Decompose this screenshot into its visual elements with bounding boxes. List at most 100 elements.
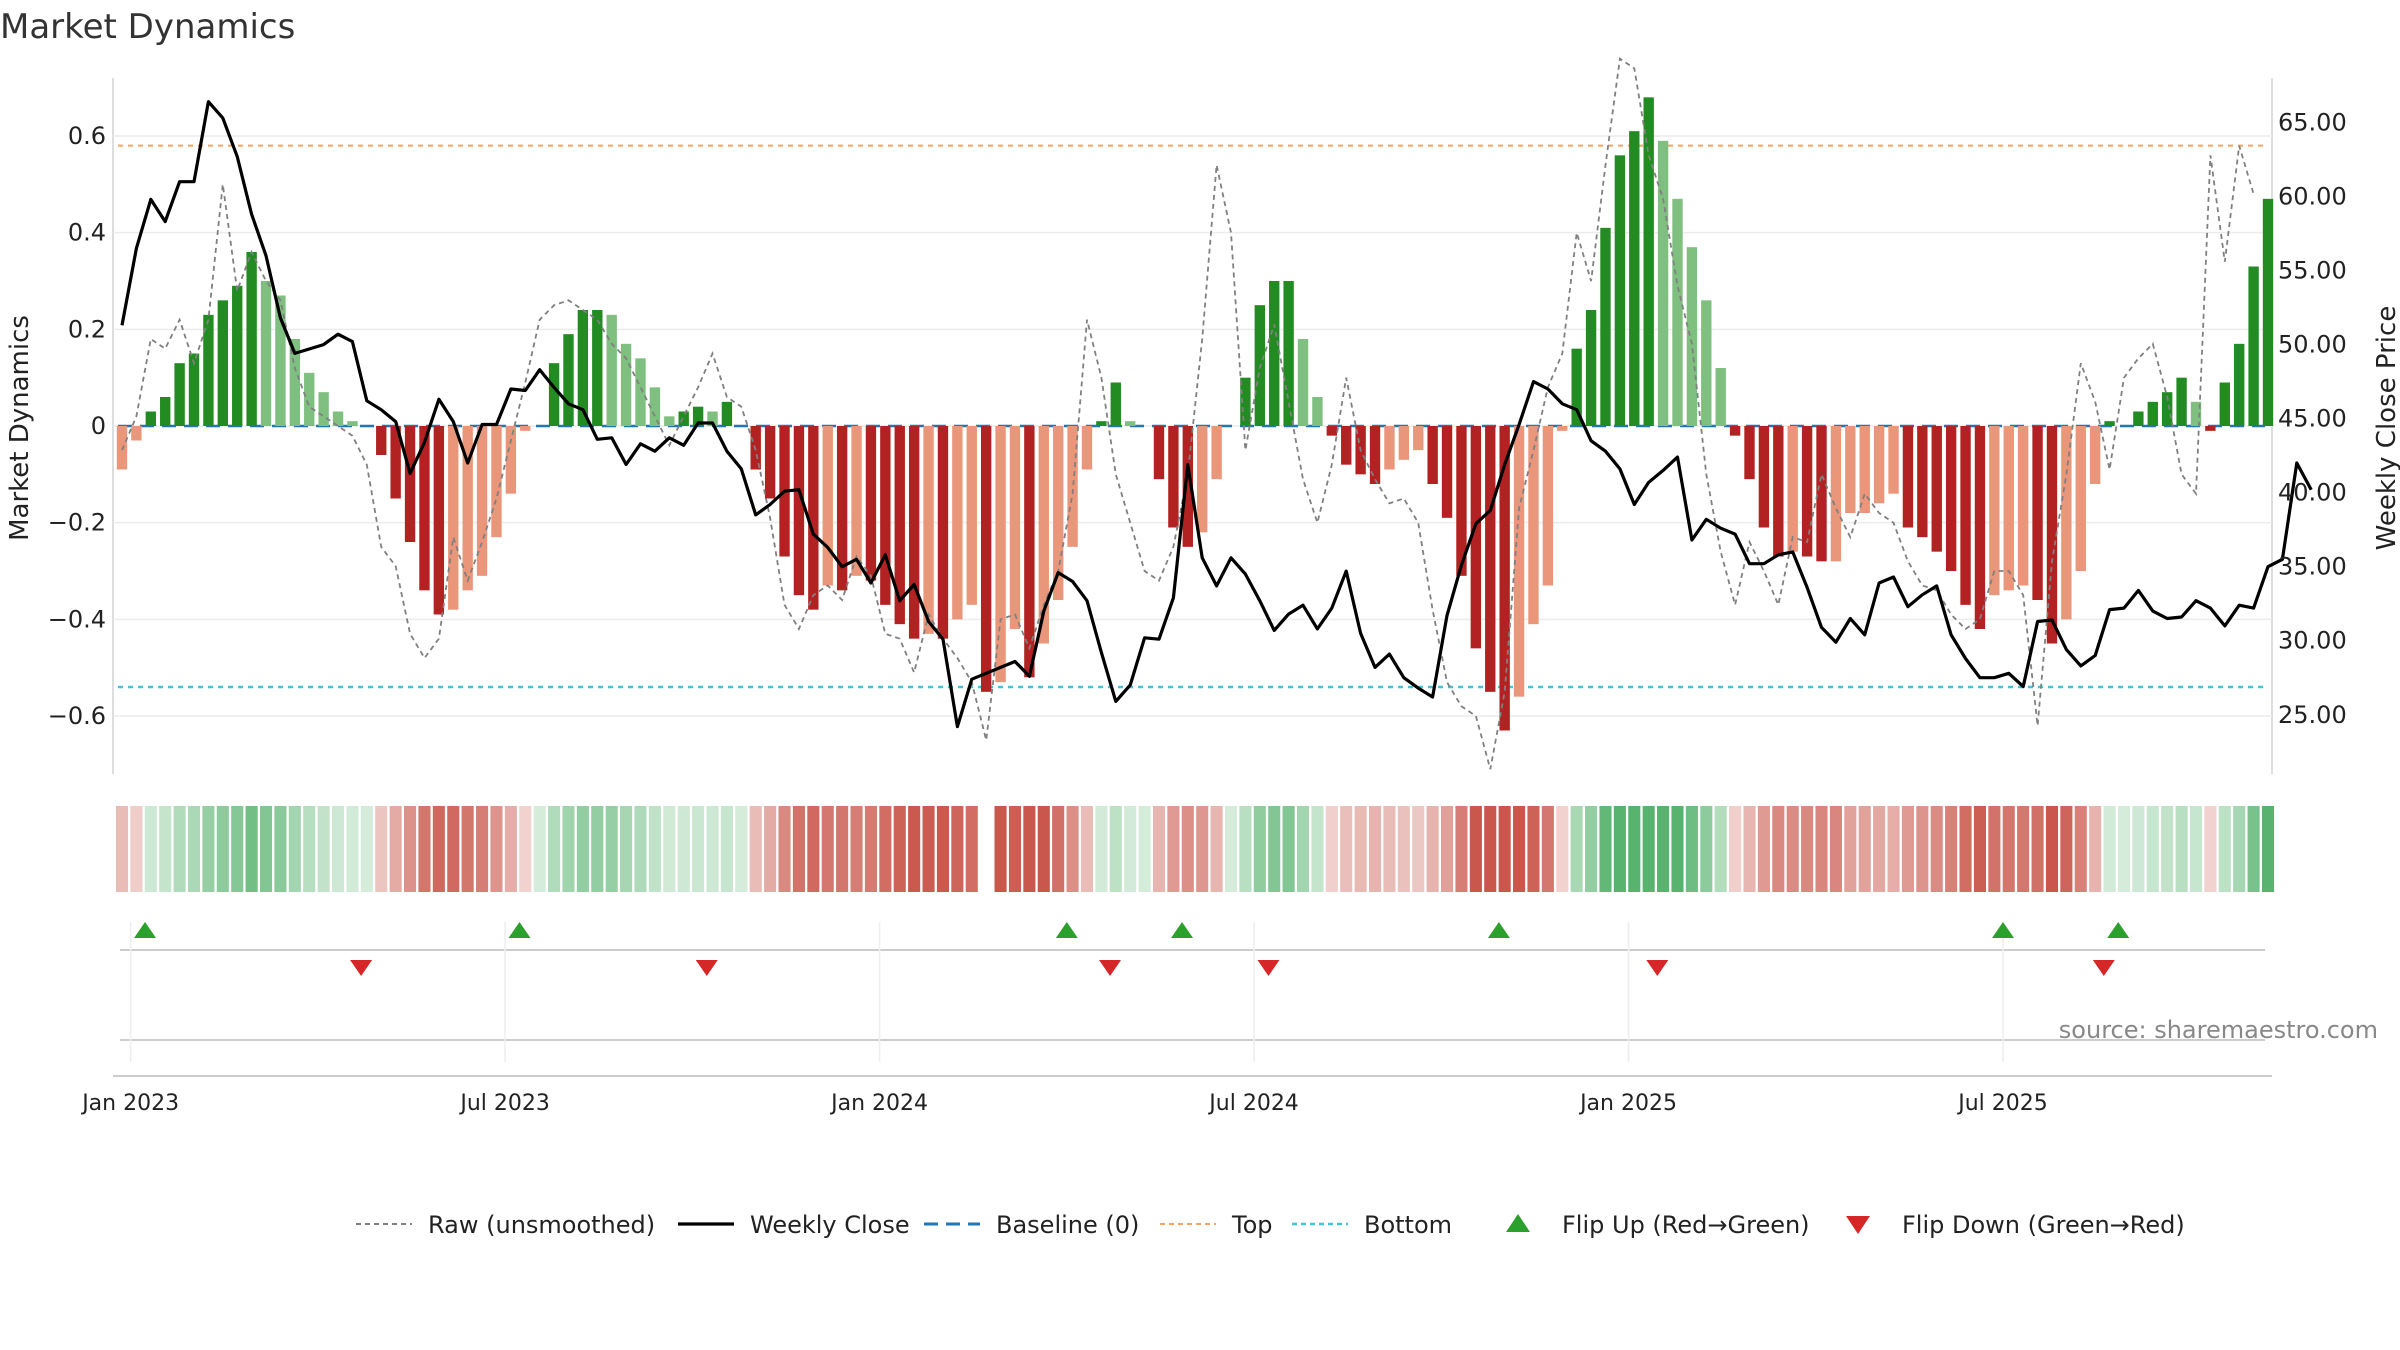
- strip-cell: [764, 806, 777, 892]
- x-tick-label: Jul 2025: [1956, 1091, 2048, 1116]
- right-axis-label: Weekly Close Price: [2372, 306, 2400, 551]
- bar: [1312, 397, 1323, 426]
- bar: [289, 339, 301, 426]
- bar: [448, 426, 459, 610]
- bar: [764, 426, 776, 499]
- bar: [635, 358, 646, 426]
- strip-cell: [2132, 806, 2145, 892]
- bar: [1643, 97, 1654, 426]
- strip-cell: [720, 806, 733, 892]
- left-tick-label: −0.6: [48, 702, 106, 730]
- strip-cell: [1368, 806, 1382, 892]
- bar: [2075, 426, 2086, 571]
- bar: [721, 401, 733, 426]
- strip-cell: [1945, 806, 1958, 892]
- right-tick-label: 40.00: [2278, 479, 2347, 507]
- strip-cell: [476, 806, 489, 892]
- bar: [476, 426, 488, 576]
- bar: [592, 310, 603, 426]
- left-tick-label: 0.6: [68, 122, 106, 150]
- strip-cell: [2117, 806, 2131, 892]
- strip-cell: [1772, 806, 1785, 892]
- strip-cell: [1397, 806, 1410, 892]
- bar: [332, 411, 344, 426]
- bar: [1153, 426, 1165, 480]
- bar: [1787, 426, 1798, 552]
- strip-cell: [202, 806, 215, 892]
- strip-cell: [274, 806, 287, 892]
- raw-line: [121, 57, 2255, 770]
- bar: [1427, 426, 1438, 484]
- strip-cell: [864, 806, 877, 892]
- bar: [707, 411, 718, 426]
- bar: [1499, 426, 1510, 731]
- strip-cell: [1729, 806, 1742, 892]
- bar: [2219, 382, 2230, 426]
- flip-down-marker: [1099, 960, 1122, 976]
- strip-cell: [1167, 806, 1180, 892]
- bar: [1989, 426, 2000, 596]
- strip-cell: [2060, 806, 2073, 892]
- strip-cell: [562, 806, 575, 892]
- bar: [1470, 426, 1482, 649]
- strip-cell: [130, 806, 143, 892]
- bar: [692, 406, 704, 426]
- bar: [1024, 426, 1035, 678]
- flip-down-marker: [1646, 960, 1669, 976]
- strip-cell: [778, 806, 791, 892]
- strip-cell: [1556, 806, 1569, 892]
- bar: [2017, 426, 2029, 586]
- strip-cell: [1700, 806, 1713, 892]
- bar: [1629, 131, 1640, 426]
- bar: [2089, 426, 2101, 484]
- strip-cell: [1801, 806, 1814, 892]
- strip-cell: [1109, 806, 1122, 892]
- strip-cell: [1858, 806, 1871, 892]
- bar: [937, 426, 949, 639]
- strip-cell: [115, 806, 129, 892]
- bar: [880, 426, 891, 605]
- strip-cell: [836, 806, 849, 892]
- strip-cell: [1628, 806, 1641, 892]
- bar: [2176, 377, 2187, 426]
- bar: [2161, 392, 2173, 426]
- left-tick-label: −0.2: [48, 509, 106, 537]
- left-tick-label: 0.2: [68, 315, 106, 343]
- bar: [1211, 426, 1222, 480]
- x-tick-label: Jul 2024: [1207, 1091, 1299, 1116]
- raw-series: [121, 57, 2255, 770]
- strip-cell: [663, 806, 676, 892]
- strip-cell: [634, 806, 647, 892]
- bar: [808, 426, 819, 610]
- strip-cell: [1585, 806, 1598, 892]
- flip-markers-panel: [113, 949, 2272, 1077]
- strip-cell: [1685, 806, 1698, 892]
- strip-cell: [2175, 806, 2188, 892]
- bar: [1902, 426, 1914, 528]
- bar: [1528, 426, 1539, 625]
- strip-cell: [144, 806, 157, 892]
- bar: [2133, 411, 2144, 426]
- right-tick-label: 25.00: [2278, 701, 2347, 729]
- bar: [1456, 426, 1467, 576]
- strip-cell: [1311, 806, 1324, 892]
- strip-cell: [2074, 806, 2087, 892]
- legend-label: Top: [1231, 1211, 1273, 1239]
- bar: [174, 363, 185, 426]
- bar: [1773, 426, 1784, 557]
- left-tick-label: −0.4: [48, 605, 106, 633]
- strip-cell: [1973, 806, 1986, 892]
- bar: [1744, 426, 1755, 480]
- strip-cell: [1210, 806, 1223, 892]
- strip-cell: [1988, 806, 2001, 892]
- strip-cell: [965, 806, 978, 892]
- bar: [1485, 426, 1496, 692]
- strip-cell: [216, 806, 229, 892]
- strip-cell: [1901, 806, 1914, 892]
- strip-cell: [519, 806, 532, 892]
- strip-cell: [1066, 806, 1079, 892]
- strip-cell: [648, 806, 661, 892]
- strip-cell: [908, 806, 921, 892]
- chart-title: Market Dynamics: [0, 7, 295, 47]
- strip-cell: [490, 806, 503, 892]
